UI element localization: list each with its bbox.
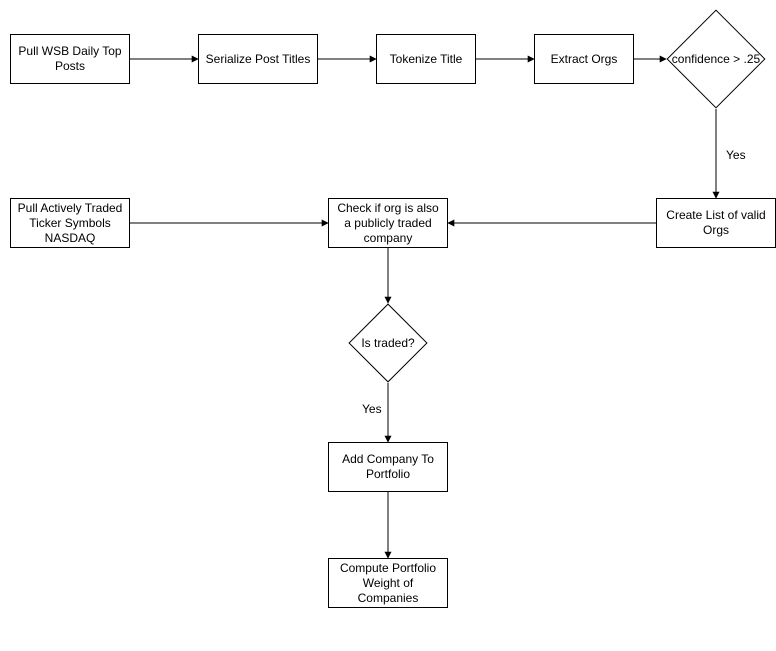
node-label: Compute Portfolio Weight of Companies bbox=[333, 561, 443, 606]
node-label: confidence > .25 bbox=[666, 9, 766, 109]
node-pull-tickers: Pull Actively Traded Ticker Symbols NASD… bbox=[10, 198, 130, 248]
node-is-traded: Is traded? bbox=[348, 303, 428, 383]
node-label: Is traded? bbox=[348, 303, 428, 383]
node-check-traded: Check if org is also a publicly traded c… bbox=[328, 198, 448, 248]
node-label: Tokenize Title bbox=[390, 52, 463, 67]
node-pull-wsb: Pull WSB Daily Top Posts bbox=[10, 34, 130, 84]
node-extract-orgs: Extract Orgs bbox=[534, 34, 634, 84]
node-label: Extract Orgs bbox=[551, 52, 618, 67]
node-label: Pull WSB Daily Top Posts bbox=[15, 44, 125, 74]
node-confidence: confidence > .25 bbox=[666, 9, 766, 109]
node-label: Check if org is also a publicly traded c… bbox=[333, 201, 443, 246]
edge-label-confidence-yes: Yes bbox=[726, 148, 746, 162]
node-add-company: Add Company To Portfolio bbox=[328, 442, 448, 492]
node-compute-weight: Compute Portfolio Weight of Companies bbox=[328, 558, 448, 608]
node-label: Pull Actively Traded Ticker Symbols NASD… bbox=[15, 201, 125, 246]
node-label: Serialize Post Titles bbox=[206, 52, 311, 67]
edge-label-istraded-yes: Yes bbox=[362, 402, 382, 416]
node-tokenize: Tokenize Title bbox=[376, 34, 476, 84]
node-valid-orgs: Create List of valid Orgs bbox=[656, 198, 776, 248]
node-serialize: Serialize Post Titles bbox=[198, 34, 318, 84]
node-label: Create List of valid Orgs bbox=[661, 208, 771, 238]
node-label: Add Company To Portfolio bbox=[333, 452, 443, 482]
